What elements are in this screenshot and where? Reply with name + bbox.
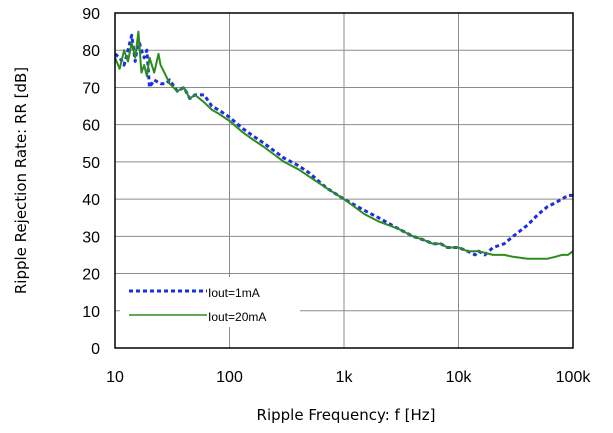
x-tick-label: 10	[106, 369, 124, 386]
y-tick-label: 40	[82, 192, 100, 209]
legend: Iout=1mA Iout=20mA	[120, 277, 300, 327]
x-tick-label: 100	[216, 369, 243, 386]
y-tick-label: 50	[82, 155, 100, 172]
x-tick-label: 1k	[336, 369, 354, 386]
x-tick-label: 10k	[446, 369, 473, 386]
y-tick-label: 0	[91, 341, 100, 358]
legend-label-iout-20ma: Iout=20mA	[208, 310, 266, 324]
y-tick-label: 80	[82, 43, 100, 60]
series-layer	[114, 30, 574, 260]
legend-label-iout-1ma: Iout=1mA	[208, 286, 260, 300]
y-tick-label: 30	[82, 229, 100, 246]
y-tick-label: 70	[82, 80, 100, 97]
y-tick-labels: 0 10 20 30 40 50 60 70 80 90	[82, 6, 100, 358]
plot-area-frame	[114, 12, 574, 349]
y-tick-label: 20	[82, 267, 100, 284]
series-line-iout-1ma	[114, 33, 573, 257]
x-axis-title: Ripple Frequency: f [Hz]	[257, 406, 436, 424]
y-tick-label: 60	[82, 118, 100, 135]
x-tick-label: 100k	[556, 369, 592, 386]
y-tick-label: 90	[82, 6, 100, 23]
y-axis-title: Ripple Rejection Rate: RR [dB]	[12, 67, 30, 294]
y-tick-label: 10	[82, 304, 100, 321]
series-line-iout-20ma	[114, 30, 574, 260]
x-tick-labels: 10 100 1k 10k 100k	[106, 369, 591, 386]
legend-box	[120, 277, 300, 327]
